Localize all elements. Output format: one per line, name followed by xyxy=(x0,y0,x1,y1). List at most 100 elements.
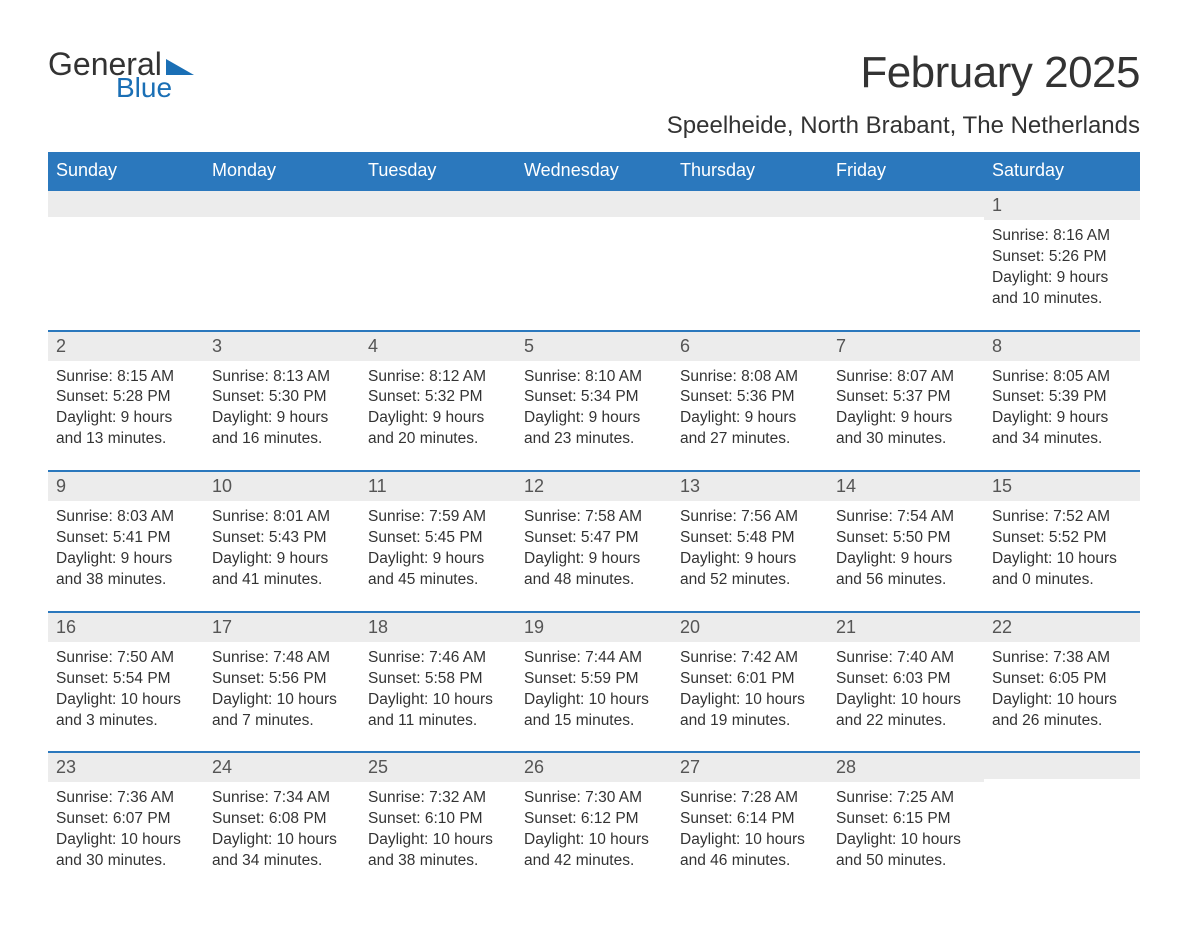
sunrise-text: Sunrise: 7:52 AM xyxy=(992,507,1132,528)
day-cell xyxy=(48,191,204,330)
day-cell: 18Sunrise: 7:46 AMSunset: 5:58 PMDayligh… xyxy=(360,613,516,752)
brand-logo: General Blue xyxy=(48,48,194,102)
daylight2-text: and 50 minutes. xyxy=(836,851,976,872)
sunrise-text: Sunrise: 7:25 AM xyxy=(836,788,976,809)
daylight2-text: and 16 minutes. xyxy=(212,429,352,450)
sunset-text: Sunset: 5:36 PM xyxy=(680,387,820,408)
day-cell xyxy=(360,191,516,330)
day-cell: 19Sunrise: 7:44 AMSunset: 5:59 PMDayligh… xyxy=(516,613,672,752)
sunrise-text: Sunrise: 7:56 AM xyxy=(680,507,820,528)
week-row: 2Sunrise: 8:15 AMSunset: 5:28 PMDaylight… xyxy=(48,330,1140,471)
sunrise-text: Sunrise: 7:28 AM xyxy=(680,788,820,809)
sunrise-text: Sunrise: 7:40 AM xyxy=(836,648,976,669)
daylight2-text: and 45 minutes. xyxy=(368,570,508,591)
daylight1-text: Daylight: 9 hours xyxy=(212,549,352,570)
day-cell: 7Sunrise: 8:07 AMSunset: 5:37 PMDaylight… xyxy=(828,332,984,471)
day-number: 21 xyxy=(836,617,856,637)
sunset-text: Sunset: 5:52 PM xyxy=(992,528,1132,549)
day-number: 3 xyxy=(212,336,222,356)
daylight2-text: and 11 minutes. xyxy=(368,711,508,732)
sunrise-text: Sunrise: 7:34 AM xyxy=(212,788,352,809)
day-cell: 25Sunrise: 7:32 AMSunset: 6:10 PMDayligh… xyxy=(360,753,516,892)
empty-day-header xyxy=(516,191,672,217)
sunset-text: Sunset: 5:26 PM xyxy=(992,247,1132,268)
daylight2-text: and 20 minutes. xyxy=(368,429,508,450)
daylight2-text: and 38 minutes. xyxy=(56,570,196,591)
day-cell: 2Sunrise: 8:15 AMSunset: 5:28 PMDaylight… xyxy=(48,332,204,471)
daylight1-text: Daylight: 9 hours xyxy=(836,408,976,429)
sunset-text: Sunset: 5:32 PM xyxy=(368,387,508,408)
daylight1-text: Daylight: 9 hours xyxy=(524,408,664,429)
daylight2-text: and 52 minutes. xyxy=(680,570,820,591)
day-cell: 21Sunrise: 7:40 AMSunset: 6:03 PMDayligh… xyxy=(828,613,984,752)
week-row: 16Sunrise: 7:50 AMSunset: 5:54 PMDayligh… xyxy=(48,611,1140,752)
day-number: 28 xyxy=(836,757,856,777)
daylight2-text: and 34 minutes. xyxy=(992,429,1132,450)
day-cell: 5Sunrise: 8:10 AMSunset: 5:34 PMDaylight… xyxy=(516,332,672,471)
daylight2-text: and 27 minutes. xyxy=(680,429,820,450)
weekday-header: Sunday xyxy=(48,152,204,191)
sunset-text: Sunset: 6:12 PM xyxy=(524,809,664,830)
sunset-text: Sunset: 5:37 PM xyxy=(836,387,976,408)
empty-day-header xyxy=(828,191,984,217)
daylight2-text: and 38 minutes. xyxy=(368,851,508,872)
daylight1-text: Daylight: 10 hours xyxy=(992,549,1132,570)
daylight1-text: Daylight: 10 hours xyxy=(836,690,976,711)
daylight1-text: Daylight: 10 hours xyxy=(212,830,352,851)
week-row: 23Sunrise: 7:36 AMSunset: 6:07 PMDayligh… xyxy=(48,751,1140,892)
daylight1-text: Daylight: 10 hours xyxy=(524,690,664,711)
sunset-text: Sunset: 5:50 PM xyxy=(836,528,976,549)
sunset-text: Sunset: 6:05 PM xyxy=(992,669,1132,690)
day-number: 7 xyxy=(836,336,846,356)
day-cell: 16Sunrise: 7:50 AMSunset: 5:54 PMDayligh… xyxy=(48,613,204,752)
weekday-header: Saturday xyxy=(984,152,1140,191)
empty-day-header xyxy=(360,191,516,217)
sunset-text: Sunset: 6:14 PM xyxy=(680,809,820,830)
empty-day-header xyxy=(672,191,828,217)
daylight1-text: Daylight: 10 hours xyxy=(836,830,976,851)
day-cell xyxy=(204,191,360,330)
empty-day-header xyxy=(984,753,1140,779)
sunrise-text: Sunrise: 8:10 AM xyxy=(524,367,664,388)
weekday-header: Tuesday xyxy=(360,152,516,191)
day-cell: 13Sunrise: 7:56 AMSunset: 5:48 PMDayligh… xyxy=(672,472,828,611)
sunset-text: Sunset: 5:47 PM xyxy=(524,528,664,549)
page-header: General Blue February 2025 Speelheide, N… xyxy=(48,48,1140,140)
sunrise-text: Sunrise: 8:12 AM xyxy=(368,367,508,388)
daylight2-text: and 0 minutes. xyxy=(992,570,1132,591)
daylight1-text: Daylight: 9 hours xyxy=(992,268,1132,289)
day-number: 23 xyxy=(56,757,76,777)
daylight2-text: and 7 minutes. xyxy=(212,711,352,732)
day-cell xyxy=(672,191,828,330)
day-cell: 23Sunrise: 7:36 AMSunset: 6:07 PMDayligh… xyxy=(48,753,204,892)
day-cell: 22Sunrise: 7:38 AMSunset: 6:05 PMDayligh… xyxy=(984,613,1140,752)
daylight1-text: Daylight: 9 hours xyxy=(680,549,820,570)
day-number: 2 xyxy=(56,336,66,356)
sunrise-text: Sunrise: 7:54 AM xyxy=(836,507,976,528)
day-cell: 10Sunrise: 8:01 AMSunset: 5:43 PMDayligh… xyxy=(204,472,360,611)
day-cell xyxy=(516,191,672,330)
day-cell: 28Sunrise: 7:25 AMSunset: 6:15 PMDayligh… xyxy=(828,753,984,892)
day-cell: 20Sunrise: 7:42 AMSunset: 6:01 PMDayligh… xyxy=(672,613,828,752)
sunset-text: Sunset: 5:54 PM xyxy=(56,669,196,690)
daylight1-text: Daylight: 9 hours xyxy=(992,408,1132,429)
sunrise-text: Sunrise: 7:48 AM xyxy=(212,648,352,669)
day-cell: 8Sunrise: 8:05 AMSunset: 5:39 PMDaylight… xyxy=(984,332,1140,471)
sunset-text: Sunset: 5:43 PM xyxy=(212,528,352,549)
sunrise-text: Sunrise: 8:05 AM xyxy=(992,367,1132,388)
day-number: 25 xyxy=(368,757,388,777)
daylight2-text: and 26 minutes. xyxy=(992,711,1132,732)
sunset-text: Sunset: 5:41 PM xyxy=(56,528,196,549)
day-cell: 3Sunrise: 8:13 AMSunset: 5:30 PMDaylight… xyxy=(204,332,360,471)
calendar: Sunday Monday Tuesday Wednesday Thursday… xyxy=(48,152,1140,892)
day-cell: 6Sunrise: 8:08 AMSunset: 5:36 PMDaylight… xyxy=(672,332,828,471)
daylight2-text: and 22 minutes. xyxy=(836,711,976,732)
sunset-text: Sunset: 6:01 PM xyxy=(680,669,820,690)
day-number: 4 xyxy=(368,336,378,356)
weekday-header: Monday xyxy=(204,152,360,191)
daylight1-text: Daylight: 10 hours xyxy=(212,690,352,711)
daylight2-text: and 30 minutes. xyxy=(56,851,196,872)
daylight2-text: and 3 minutes. xyxy=(56,711,196,732)
daylight1-text: Daylight: 10 hours xyxy=(992,690,1132,711)
day-number: 19 xyxy=(524,617,544,637)
